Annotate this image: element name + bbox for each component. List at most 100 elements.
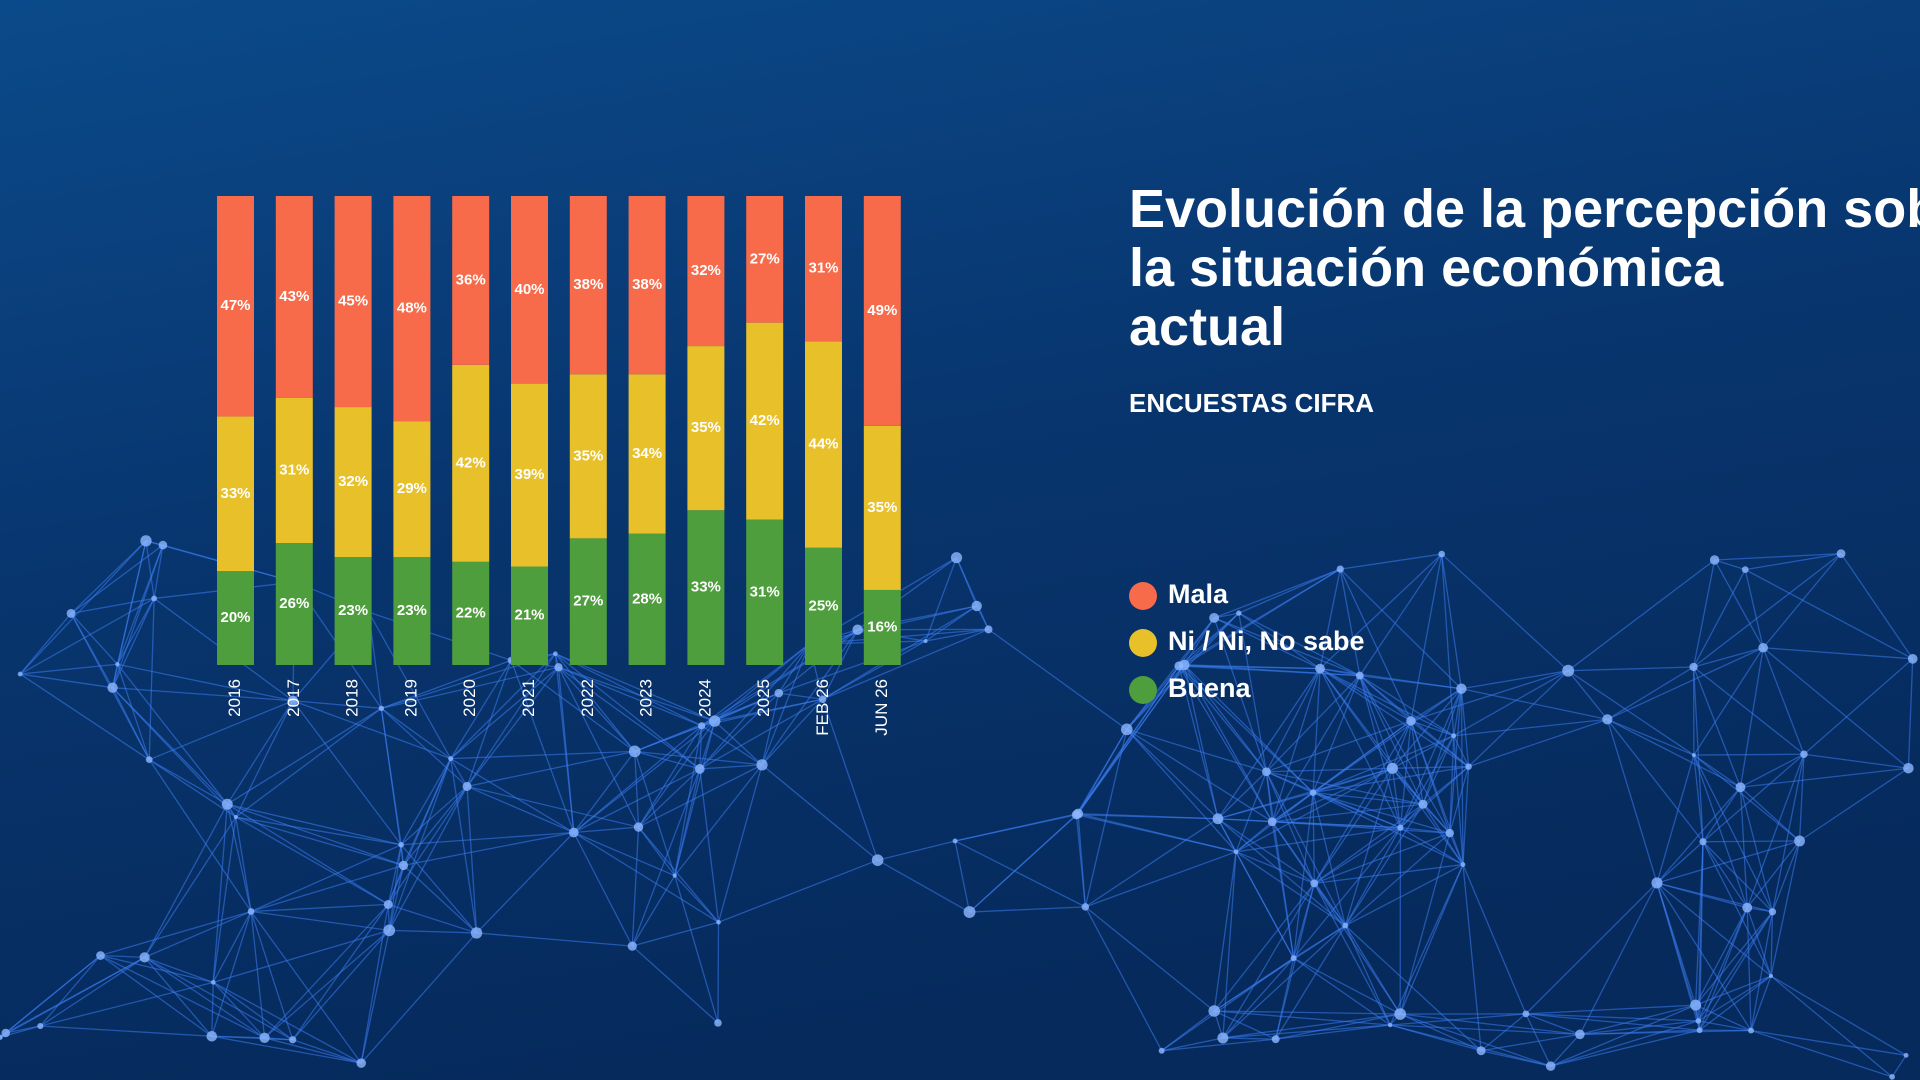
network-node — [17, 671, 23, 677]
network-line — [1579, 1029, 1700, 1035]
network-line — [264, 1037, 362, 1064]
network-line — [822, 699, 879, 861]
network-line — [403, 864, 478, 934]
network-line — [1607, 666, 1694, 720]
network-line — [1217, 818, 1315, 884]
network-line — [1460, 688, 1470, 767]
network-line — [1714, 552, 1842, 561]
network-line — [1275, 958, 1295, 1040]
network-line — [554, 653, 636, 752]
network-node — [1562, 664, 1575, 677]
network-line — [20, 663, 118, 675]
network-line — [250, 864, 404, 913]
network-line — [1697, 907, 1748, 1022]
network-node — [628, 745, 641, 758]
bar-segment — [452, 364, 490, 562]
network-node — [1309, 789, 1317, 796]
network-node — [1651, 877, 1663, 889]
network-line — [112, 687, 293, 702]
legend-swatch — [1129, 582, 1157, 610]
network-line — [1271, 767, 1393, 823]
network-line — [387, 865, 405, 905]
network-line — [1319, 667, 1412, 722]
network-line — [144, 956, 214, 983]
network-line — [19, 540, 147, 675]
network-line — [778, 640, 926, 694]
network-line — [1453, 735, 1464, 865]
network-line — [969, 906, 1086, 913]
network-line — [1339, 568, 1412, 722]
bar-segment — [569, 538, 607, 665]
bar-segment — [805, 341, 842, 548]
network-line — [1461, 688, 1608, 721]
network-line — [476, 932, 633, 947]
bar-segment — [628, 196, 666, 375]
network-line — [1319, 668, 1469, 768]
network-node — [1179, 659, 1190, 671]
network-line — [1126, 617, 1215, 730]
network-line — [1607, 718, 1741, 788]
network-line — [1392, 735, 1455, 769]
network-node — [1397, 824, 1404, 831]
network-line — [1441, 554, 1455, 736]
network-node — [1394, 1008, 1407, 1020]
network-line — [292, 700, 402, 846]
network-line — [466, 786, 478, 933]
network-line — [1702, 841, 1772, 977]
network-line — [1702, 841, 1748, 909]
network-line — [466, 660, 512, 787]
network-line — [148, 759, 237, 818]
network-line — [557, 666, 640, 828]
network-line — [5, 1025, 41, 1034]
network-line — [226, 700, 294, 805]
network-line — [1265, 668, 1321, 773]
network-line — [1126, 728, 1237, 853]
network-line — [717, 922, 720, 1023]
network-line — [235, 816, 402, 846]
network-line — [1319, 667, 1462, 690]
network-line — [1344, 803, 1424, 926]
network-line — [701, 643, 810, 727]
network-line — [1462, 766, 1470, 865]
network-line — [153, 545, 164, 599]
bar-segment — [511, 566, 548, 665]
network-line — [554, 653, 701, 770]
network-line — [1184, 664, 1321, 670]
network-line — [1339, 568, 1361, 676]
network-line — [1400, 827, 1464, 866]
network-line — [1525, 1013, 1581, 1035]
network-line — [1313, 792, 1424, 805]
network-line — [988, 628, 1128, 730]
x-tick-label: 2016 — [225, 679, 244, 717]
network-line — [1750, 1029, 1893, 1078]
network-line — [699, 643, 810, 770]
legend-label: Ni / Ni, No sabe — [1168, 626, 1365, 656]
network-node — [1476, 1046, 1486, 1056]
network-line — [1770, 975, 1907, 1056]
network-node — [1545, 1061, 1556, 1071]
network-node — [1709, 555, 1720, 565]
network-line — [1313, 827, 1401, 884]
network-line — [1714, 559, 1746, 571]
x-tick-label: 2020 — [460, 679, 479, 717]
network-line — [1422, 735, 1455, 805]
network-line — [1266, 767, 1393, 773]
network-line — [388, 786, 468, 931]
network-line — [39, 956, 145, 1027]
network-line — [466, 785, 575, 834]
network-line — [400, 758, 452, 846]
x-tick-label: 2023 — [637, 679, 656, 717]
network-node — [1768, 908, 1777, 916]
network-line — [674, 725, 703, 876]
network-line — [1750, 975, 1772, 1031]
network-line — [1217, 771, 1267, 820]
network-line — [1702, 753, 1805, 843]
network-node — [1233, 849, 1239, 855]
value-label: 42% — [456, 454, 486, 471]
network-line — [557, 667, 575, 833]
network-node — [1336, 565, 1344, 573]
bar-segment — [805, 196, 842, 342]
network-line — [1693, 666, 1742, 788]
bar-segment — [334, 407, 372, 558]
network-line — [1217, 668, 1321, 820]
